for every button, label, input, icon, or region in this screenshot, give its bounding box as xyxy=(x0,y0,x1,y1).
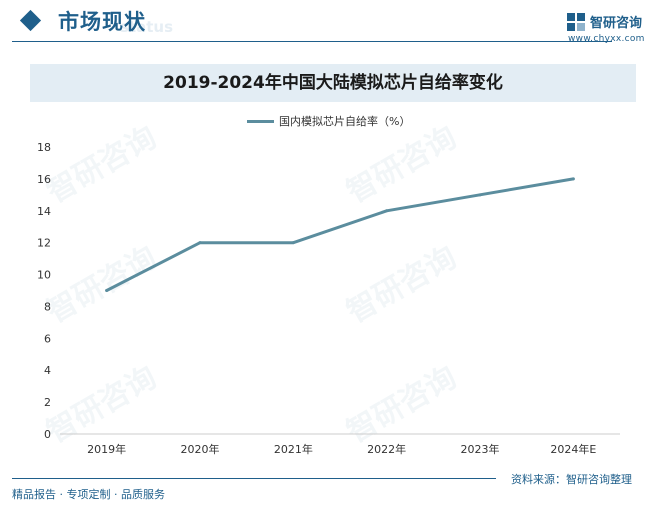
y-tick-label: 0 xyxy=(44,428,51,441)
footer-source: 资料来源：智研咨询整理 xyxy=(511,473,632,486)
data-point xyxy=(291,241,295,245)
data-point xyxy=(478,193,482,197)
x-tick-label: 2022年 xyxy=(367,442,406,456)
section-title: 市场现状 xyxy=(58,10,146,34)
data-point xyxy=(571,177,575,181)
chart-title-band: 2019-2024年中国大陆模拟芯片自给率变化 xyxy=(30,64,636,102)
legend-label: 国内模拟芯片自给率（%） xyxy=(279,115,411,128)
header-divider xyxy=(12,41,612,42)
y-tick-label: 18 xyxy=(37,141,51,154)
x-tick-label: 2020年 xyxy=(181,442,220,456)
data-point xyxy=(198,241,202,245)
x-tick-label: 2019年 xyxy=(87,442,126,456)
series-line xyxy=(105,177,575,292)
y-tick-label: 2 xyxy=(44,396,51,409)
y-tick-label: 12 xyxy=(37,237,51,250)
header-ghost-text: status xyxy=(120,18,173,36)
legend-swatch xyxy=(247,120,274,123)
x-tick-label: 2021年 xyxy=(274,442,313,456)
y-tick-label: 6 xyxy=(44,332,51,345)
footer-divider xyxy=(12,478,496,479)
x-tick-label: 2023年 xyxy=(461,442,500,456)
data-point xyxy=(385,209,389,213)
y-tick-label: 16 xyxy=(37,173,51,186)
footer-tagline: 精品报告 · 专项定制 · 品质服务 xyxy=(12,488,165,501)
data-point xyxy=(105,289,109,292)
brand-logo: 智研咨询 www.chyxx.com xyxy=(566,10,662,44)
y-tick-label: 8 xyxy=(44,300,51,313)
section-header: status 市场现状 xyxy=(0,0,668,46)
chart-title: 2019-2024年中国大陆模拟芯片自给率变化 xyxy=(163,73,503,93)
y-tick-label: 4 xyxy=(44,364,51,377)
y-tick-label: 14 xyxy=(37,205,51,218)
logo-mark-icon xyxy=(567,13,585,31)
x-tick-label: 2024年E xyxy=(550,442,596,456)
logo-name: 智研咨询 xyxy=(590,16,643,31)
y-tick-label: 10 xyxy=(37,269,51,282)
logo-url: www.chyxx.com xyxy=(568,34,645,44)
